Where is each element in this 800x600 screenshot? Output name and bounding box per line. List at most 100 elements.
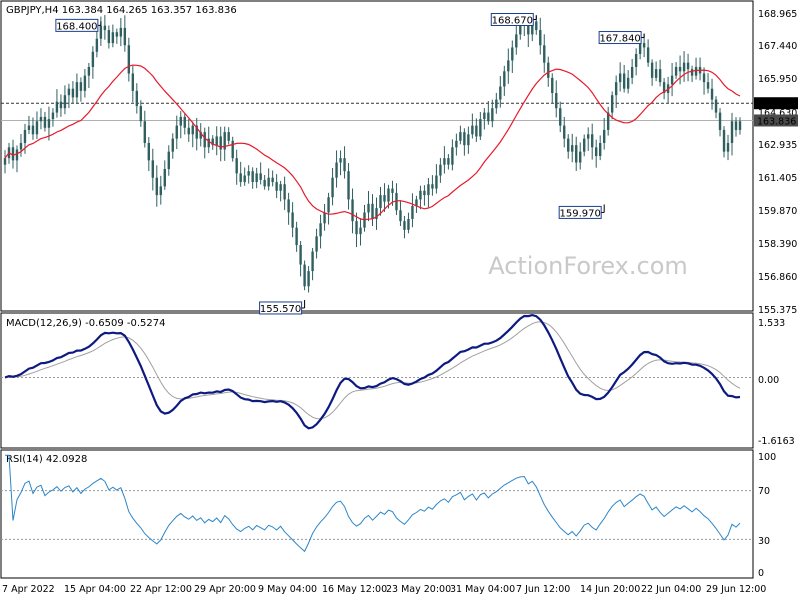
- macd-panel-header: MACD(12,26,9) -0.6509 -0.5274: [6, 318, 166, 329]
- candle-body: [275, 182, 278, 191]
- rsi-panel-header: RSI(14) 42.0928: [6, 454, 87, 465]
- candle-body: [427, 184, 430, 196]
- candle-body: [55, 101, 59, 113]
- swing-label: 167.840: [599, 34, 640, 45]
- swing-label: 168.670: [492, 16, 533, 27]
- x-tick: 22 Jun 04:00: [641, 584, 701, 595]
- candle-body: [211, 138, 214, 146]
- candle-body: [734, 121, 738, 130]
- swing-label: 168.400: [56, 21, 97, 32]
- candle-body: [598, 142, 602, 156]
- rsi-y-tick: 30: [758, 536, 770, 547]
- candle-body: [267, 177, 270, 187]
- candle-body: [706, 82, 710, 89]
- candle-body: [339, 158, 342, 163]
- watermark: ActionForex.com: [488, 252, 688, 280]
- candle-body: [399, 210, 402, 222]
- x-tick: 29 Apr 20:00: [194, 584, 256, 595]
- price-axis-badge-text: 163.836: [757, 116, 796, 127]
- candle-body: [423, 190, 426, 196]
- candle-body: [567, 138, 570, 152]
- candle-body: [419, 190, 422, 200]
- candle-body: [722, 129, 726, 152]
- candle-body: [27, 125, 31, 130]
- x-tick: 14 Jun 20:00: [580, 584, 640, 595]
- rsi-y-tick: 0: [758, 568, 764, 579]
- candle-body: [435, 175, 438, 189]
- candle-body: [407, 218, 410, 230]
- candle-body: [143, 121, 147, 143]
- candle-body: [167, 151, 170, 170]
- candle-body: [467, 134, 470, 146]
- candle-body: [163, 169, 166, 187]
- macd-y-tick: 1.533: [758, 318, 785, 329]
- candle-body: [223, 132, 226, 150]
- candle-body: [255, 173, 258, 183]
- candle-body: [443, 158, 446, 165]
- candle-body: [587, 134, 590, 139]
- candle-body: [602, 129, 606, 143]
- price-axis-badge: [754, 97, 798, 110]
- swing-label-box: [598, 31, 642, 45]
- candle-body: [507, 60, 510, 72]
- candle-body: [455, 140, 458, 148]
- candle-body: [511, 47, 514, 61]
- candle-body: [187, 127, 190, 135]
- candle-body: [43, 116, 47, 128]
- candle-body: [487, 112, 490, 122]
- price-y-tick: 159.870: [758, 206, 797, 217]
- candle-body: [59, 101, 63, 109]
- price-axis-badge-text: 164.630: [757, 99, 796, 110]
- candle-body: [327, 197, 330, 213]
- candle-body: [634, 53, 638, 67]
- x-tick: 23 May 20:00: [386, 584, 451, 595]
- candle-body: [375, 208, 378, 219]
- candle-body: [123, 27, 127, 46]
- candle-body: [583, 138, 586, 152]
- candle-body: [367, 203, 370, 213]
- candle-body: [63, 95, 67, 109]
- candle-body: [439, 164, 442, 176]
- candle-body: [459, 132, 462, 141]
- candle-body: [702, 73, 706, 83]
- candle-body: [539, 30, 542, 46]
- candle-body: [694, 66, 698, 76]
- candle-body: [39, 116, 43, 122]
- candle-body: [235, 158, 238, 174]
- macd-layer: [1, 313, 753, 430]
- candle-body: [682, 62, 686, 72]
- candle-body: [690, 69, 694, 76]
- candle-body: [718, 112, 722, 130]
- candle-body: [610, 95, 614, 113]
- x-tick: 7 Jun 12:00: [516, 584, 570, 595]
- candle-body: [315, 236, 318, 252]
- candle-body: [35, 121, 39, 135]
- price-y-tick: 155.375: [758, 305, 797, 316]
- candle-body: [263, 179, 266, 187]
- candle-body: [251, 171, 254, 183]
- macd-panel-frame: [0, 312, 754, 449]
- swing-label: 159.970: [560, 208, 601, 219]
- candle-body: [31, 125, 35, 135]
- candle-body: [646, 47, 650, 63]
- x-tick: 15 Apr 04:00: [64, 584, 126, 595]
- candle-body: [638, 43, 642, 54]
- candle-body: [91, 51, 95, 67]
- candle-body: [319, 223, 322, 237]
- candle-body: [199, 132, 202, 139]
- candle-body: [630, 66, 634, 78]
- candle-body: [95, 38, 99, 52]
- candle-body: [411, 205, 414, 219]
- candle-body: [23, 129, 27, 143]
- candle-body: [686, 62, 690, 70]
- swing-label-box: [259, 301, 303, 315]
- candle-body: [559, 108, 562, 126]
- price-y-tick: 161.405: [758, 173, 797, 184]
- swing-label-box: [490, 13, 534, 27]
- candle-body: [371, 203, 374, 219]
- candle-body: [527, 23, 530, 35]
- candle-body: [279, 184, 282, 191]
- macd-y-tick: 0.00: [758, 375, 779, 386]
- candle-body: [519, 25, 522, 35]
- candle-body: [203, 132, 206, 148]
